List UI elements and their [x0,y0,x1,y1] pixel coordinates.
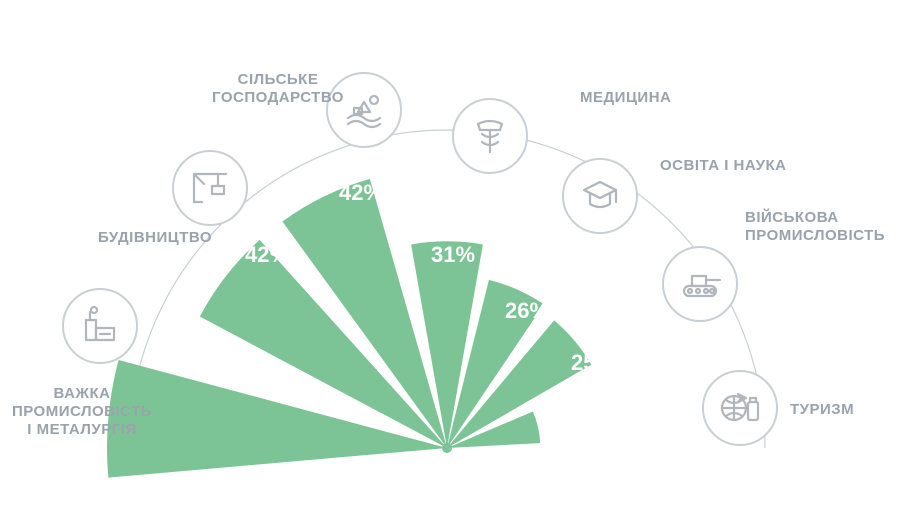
icon-circle-agriculture [327,73,401,147]
polar-bar-chart: ВАЖКАПРОМИСЛОВІСТЬІ МЕТАЛУРГІЯ51%БУДІВНИ… [0,0,914,511]
label-military: ВІЙСЬКОВАПРОМИСЛОВІСТЬ [745,208,885,244]
label-medicine: МЕДИЦИНА [580,89,671,106]
pct-education: 26% [505,298,549,323]
pct-agriculture: 42% [339,180,383,205]
label-agriculture: СІЛЬСЬКЕГОСПОДАРСТВО [212,71,344,106]
label-tourism: ТУРИЗМ [790,401,854,418]
label-construction: БУДІВНИЦТВО [98,229,212,246]
center-dot [442,443,452,453]
icon-circle-education [563,159,637,233]
pct-industry: 51% [158,310,202,335]
icon-circle-construction [173,151,247,225]
pct-medicine: 31% [431,242,475,267]
icon-circle-military [663,247,737,321]
label-education: ОСВІТА І НАУКА [660,157,786,174]
wedge-medicine [411,241,483,448]
pct-military: 25% [571,350,615,375]
pct-construction: 42% [245,242,289,267]
icon-circle-industry [63,289,137,363]
pct-tourism: 14% [571,412,615,437]
